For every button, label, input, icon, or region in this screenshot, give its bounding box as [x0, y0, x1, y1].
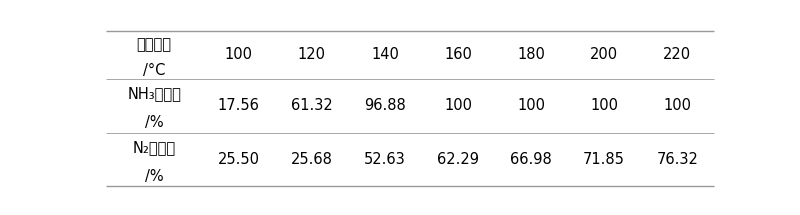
- Text: 62.29: 62.29: [437, 152, 479, 167]
- Text: NH₃转化率: NH₃转化率: [127, 86, 181, 101]
- Text: 100: 100: [663, 98, 691, 113]
- Text: 100: 100: [590, 98, 618, 113]
- Text: 200: 200: [590, 47, 618, 62]
- Text: 100: 100: [444, 98, 472, 113]
- Text: 71.85: 71.85: [583, 152, 625, 167]
- Text: N₂选择率: N₂选择率: [133, 140, 176, 155]
- Text: 反应温度: 反应温度: [137, 37, 172, 52]
- Text: 96.88: 96.88: [364, 98, 406, 113]
- Text: 100: 100: [225, 47, 253, 62]
- Text: 120: 120: [298, 47, 326, 62]
- Text: 76.32: 76.32: [656, 152, 698, 167]
- Text: 140: 140: [371, 47, 399, 62]
- Text: 25.50: 25.50: [218, 152, 260, 167]
- Text: 160: 160: [444, 47, 472, 62]
- Text: 61.32: 61.32: [291, 98, 333, 113]
- Text: 180: 180: [517, 47, 545, 62]
- Text: 100: 100: [517, 98, 545, 113]
- Text: /°C: /°C: [143, 63, 166, 78]
- Text: 66.98: 66.98: [510, 152, 552, 167]
- Text: /%: /%: [145, 169, 163, 184]
- Text: 17.56: 17.56: [218, 98, 260, 113]
- Text: 52.63: 52.63: [364, 152, 406, 167]
- Text: 25.68: 25.68: [291, 152, 333, 167]
- Text: 220: 220: [663, 47, 691, 62]
- Text: /%: /%: [145, 115, 163, 130]
